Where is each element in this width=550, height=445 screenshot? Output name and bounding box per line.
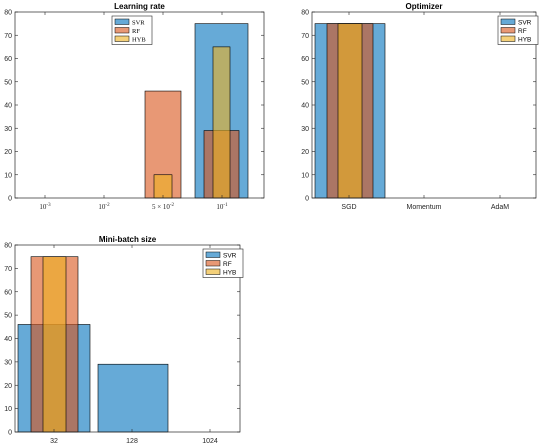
chart-lr: 0 10 20 30 40 50 60 70 80 10-3 10-2 5 × 10-2 10-1 Lea… bbox=[4, 2, 265, 211]
legend-swatch-hyb bbox=[500, 35, 516, 42]
legend-swatch-hyb bbox=[114, 35, 130, 42]
bar-svr-1 bbox=[97, 363, 169, 433]
legend-label-rf: RF bbox=[132, 28, 140, 35]
y-tick-label: 20 bbox=[4, 383, 12, 390]
legend-swatch-rf bbox=[500, 27, 516, 34]
legend-swatch-rf bbox=[205, 260, 221, 267]
x-tick-label: 10-3 bbox=[39, 203, 51, 211]
chart-mb: 0 10 20 30 40 50 60 70 80 32 128 1024 Mini-batch siz… bbox=[4, 235, 244, 445]
bar-hyb-3 bbox=[212, 46, 231, 199]
x-tick-label: 1024 bbox=[202, 438, 218, 445]
y-tick-label: 80 bbox=[4, 10, 12, 17]
legend-label-svr: SVR bbox=[132, 19, 145, 26]
y-tick-label: 50 bbox=[4, 313, 12, 320]
y-tick-label: 0 bbox=[305, 196, 309, 203]
y-tick-label: 70 bbox=[4, 266, 12, 273]
legend-label-rf: RF bbox=[223, 261, 232, 268]
y-tick-label: 40 bbox=[4, 103, 12, 110]
y-tick-label: 0 bbox=[8, 196, 12, 203]
legend-label-hyb: HYB bbox=[518, 36, 531, 43]
y-tick-label: 70 bbox=[301, 33, 309, 40]
legend-label-hyb: HYB bbox=[132, 36, 146, 43]
bar-hyb-0 bbox=[337, 23, 363, 199]
legend-swatch-rf bbox=[114, 27, 130, 34]
bar-hyb-2 bbox=[153, 174, 173, 199]
y-tick-label: 30 bbox=[4, 359, 12, 366]
y-tick-label: 80 bbox=[301, 10, 309, 17]
y-tick-label: 60 bbox=[4, 56, 12, 63]
y-tick-label: 10 bbox=[4, 172, 12, 179]
legend-swatch-svr bbox=[500, 18, 516, 25]
x-tick-label: 10-2 bbox=[98, 203, 110, 211]
legend-label-hyb: HYB bbox=[223, 269, 236, 276]
chart-title: Learning rate bbox=[114, 2, 165, 11]
legend-label-svr: SVR bbox=[518, 19, 532, 26]
y-tick-label: 60 bbox=[301, 56, 309, 63]
chart-opt: 0 10 20 30 40 50 60 70 80 SGD Momentum AdaM Optimize… bbox=[301, 2, 539, 211]
y-tick-label: 10 bbox=[301, 172, 309, 179]
y-tick-label: 40 bbox=[4, 336, 12, 343]
y-tick-label: 50 bbox=[4, 79, 12, 86]
x-tick-label: 32 bbox=[50, 438, 58, 445]
chart-title: Optimizer bbox=[406, 2, 443, 11]
legend-label-svr: SVR bbox=[223, 252, 237, 259]
x-tick-label: Momentum bbox=[406, 204, 441, 211]
y-tick-label: 40 bbox=[301, 103, 309, 110]
y-tick-label: 50 bbox=[301, 79, 309, 86]
y-tick-label: 70 bbox=[4, 33, 12, 40]
y-tick-label: 0 bbox=[8, 430, 12, 437]
y-tick-label: 20 bbox=[4, 149, 12, 156]
chart-title: Mini-batch size bbox=[99, 235, 157, 244]
y-tick-label: 10 bbox=[4, 406, 12, 413]
x-tick-label: SGD bbox=[341, 204, 356, 211]
y-tick-label: 30 bbox=[4, 126, 12, 133]
x-tick-label: 128 bbox=[126, 438, 138, 445]
y-tick-label: 80 bbox=[4, 243, 12, 250]
y-tick-label: 60 bbox=[4, 289, 12, 296]
legend-label-rf: RF bbox=[518, 28, 527, 35]
x-tick-label: 10-1 bbox=[216, 203, 228, 211]
y-tick-label: 20 bbox=[301, 149, 309, 156]
bar-hyb-0 bbox=[42, 256, 67, 433]
y-tick-label: 30 bbox=[301, 126, 309, 133]
legend-swatch-svr bbox=[114, 18, 130, 25]
x-tick-label: AdaM bbox=[491, 204, 509, 211]
legend-swatch-svr bbox=[205, 251, 221, 258]
legend-swatch-hyb bbox=[205, 268, 221, 275]
x-tick-label: 5 × 10-2 bbox=[152, 203, 175, 211]
